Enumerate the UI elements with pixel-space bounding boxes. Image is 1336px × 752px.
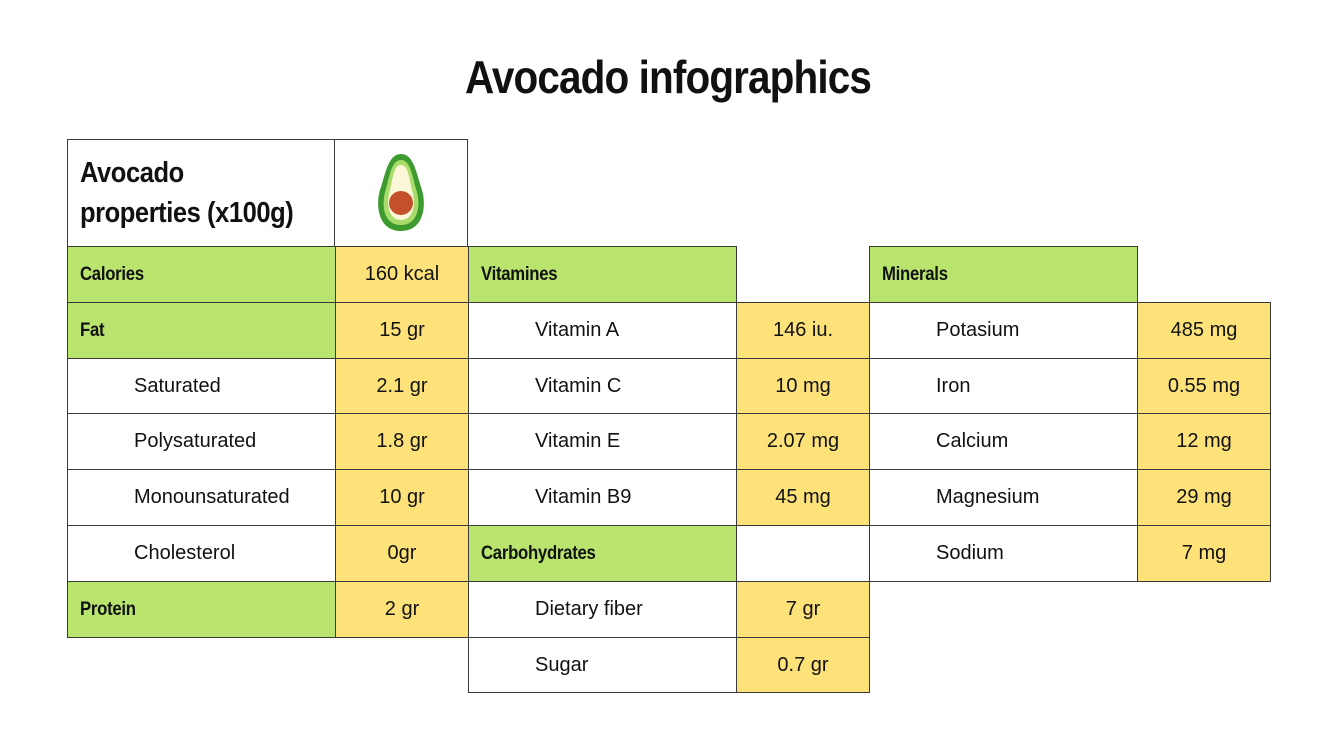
label-text: Vitamin C <box>535 374 622 397</box>
label-text: Vitamin B9 <box>535 486 632 508</box>
row-value: 2.07 mg <box>736 413 870 470</box>
row-label: Vitamin B9 <box>468 469 737 526</box>
label-text: Calcium <box>936 430 1009 452</box>
row-label: Vitamin C <box>468 358 737 414</box>
row-label: Vitamin A <box>468 302 737 359</box>
label-text: Sodium <box>936 542 1004 564</box>
section-label: Calories <box>67 246 336 303</box>
row-value: 12 mg <box>1137 413 1271 470</box>
row-label: Iron <box>869 358 1138 414</box>
label-text: Sugar <box>535 653 589 676</box>
row-label: Magnesium <box>869 469 1138 526</box>
row-value: 485 mg <box>1137 302 1271 359</box>
row-value: 146 iu. <box>736 302 870 359</box>
row-label: Cholesterol <box>67 525 336 582</box>
label-text: Polysaturated <box>134 430 257 452</box>
label-text: Carbohydrates <box>481 542 596 564</box>
label-text: Vitamin A <box>535 319 620 341</box>
label-text: Minerals <box>882 263 948 285</box>
label-text: Protein <box>80 598 136 620</box>
row-value <box>736 525 870 582</box>
label-text: Iron <box>936 374 971 397</box>
row-value: 2 gr <box>335 581 469 638</box>
section-label: Minerals <box>869 246 1138 303</box>
label-text: Cholesterol <box>134 542 236 564</box>
label-text: Dietary fiber <box>535 598 643 620</box>
section-label: Carbohydrates <box>468 525 737 582</box>
row-value: 15 gr <box>335 302 469 359</box>
row-value: 0.7 gr <box>736 637 870 693</box>
row-value: 29 mg <box>1137 469 1271 526</box>
page-title: Avocado infographics <box>464 51 872 103</box>
section-label: Vitamines <box>468 246 737 303</box>
label-text: Calories <box>80 263 144 285</box>
row-label: Sodium <box>869 525 1138 582</box>
row-value: 7 gr <box>736 581 870 638</box>
row-label: Potasium <box>869 302 1138 359</box>
row-value: 7 mg <box>1137 525 1271 582</box>
label-text: Vitamines <box>481 263 558 285</box>
label-text: Monounsaturated <box>134 486 290 508</box>
row-label: Vitamin E <box>468 413 737 470</box>
row-label: Sugar <box>468 637 737 693</box>
avocado-icon-cell <box>334 139 468 247</box>
row-label: Saturated <box>67 358 336 414</box>
row-label: Monounsaturated <box>67 469 336 526</box>
row-value: 0gr <box>335 525 469 582</box>
row-label: Calcium <box>869 413 1138 470</box>
label-text: Saturated <box>134 374 221 397</box>
row-value: 1.8 gr <box>335 413 469 470</box>
properties-header-label: Avocado properties (x100g) <box>80 157 294 229</box>
section-label: Fat <box>67 302 336 359</box>
row-label: Polysaturated <box>67 413 336 470</box>
row-label: Dietary fiber <box>468 581 737 638</box>
row-value: 0.55 mg <box>1137 358 1271 414</box>
label-text: Potasium <box>936 319 1020 341</box>
row-value: 45 mg <box>736 469 870 526</box>
row-value: 10 gr <box>335 469 469 526</box>
properties-header: Avocado properties (x100g) <box>67 139 336 247</box>
label-text: Magnesium <box>936 486 1040 508</box>
row-value: 2.1 gr <box>335 358 469 414</box>
row-value: 10 mg <box>736 358 870 414</box>
section-label: Protein <box>67 581 336 638</box>
label-text: Vitamin E <box>535 430 621 452</box>
row-value: 160 kcal <box>335 246 469 303</box>
label-text: Fat <box>80 319 105 341</box>
avocado-icon <box>378 154 424 231</box>
